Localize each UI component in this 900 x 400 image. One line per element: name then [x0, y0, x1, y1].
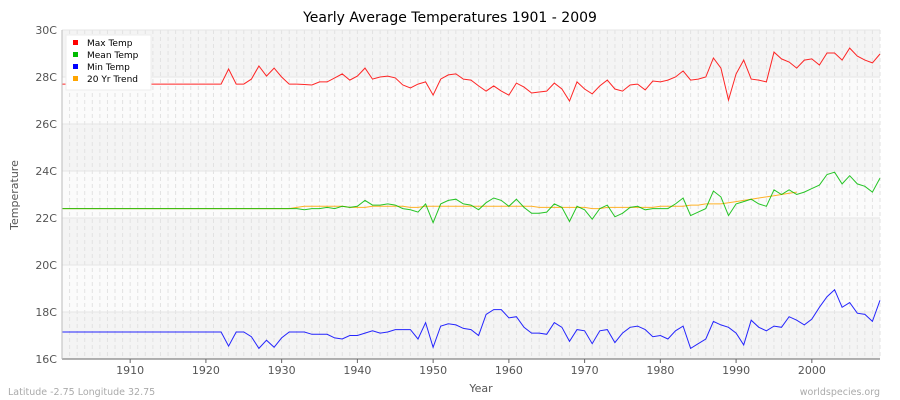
y-tick-label: 16C: [35, 353, 57, 366]
y-tick-label: 22C: [35, 212, 57, 225]
legend-swatch: [73, 52, 78, 57]
series-line-min-temp: [62, 288, 881, 350]
x-tick-label: 1930: [268, 364, 296, 377]
footer-source: worldspecies.org: [800, 387, 880, 398]
footer-location: Latitude -2.75 Longitude 32.75: [8, 387, 155, 398]
y-tick-label: 18C: [35, 306, 57, 319]
x-tick-label: 1970: [571, 364, 599, 377]
x-tick-label: 1950: [419, 364, 447, 377]
series-line-max-temp: [62, 47, 881, 103]
x-tick-label: 1940: [343, 364, 371, 377]
y-tick-label: 24C: [35, 165, 57, 178]
legend-label: 20 Yr Trend: [87, 75, 138, 85]
x-tick-label: 1910: [116, 364, 144, 377]
legend: Max Temp Mean Temp Min Temp 20 Yr Trend: [65, 34, 152, 91]
legend-swatch: [73, 40, 78, 45]
x-tick-label: 1960: [495, 364, 523, 377]
legend-swatch: [73, 76, 78, 81]
legend-label: Mean Temp: [87, 51, 139, 61]
x-tick-label: 2000: [798, 364, 826, 377]
legend-label: Max Temp: [87, 39, 133, 49]
series-line-mean-temp: [62, 171, 881, 225]
x-tick-label: 1980: [646, 364, 674, 377]
chart-title: Yearly Average Temperatures 1901 - 2009: [302, 10, 597, 26]
legend-label: Min Temp: [87, 63, 130, 73]
legend-swatch: [73, 64, 78, 69]
y-tick-label: 28C: [35, 71, 57, 84]
y-tick-label: 26C: [35, 118, 57, 131]
x-axis-label: Year: [468, 382, 493, 395]
legend-box: [65, 34, 152, 91]
y-tick-label: 20C: [35, 259, 57, 272]
x-tick-label: 1990: [722, 364, 750, 377]
x-tick-label: 1920: [192, 364, 220, 377]
y-tick-label: 30C: [35, 24, 57, 37]
y-axis-label: Temperature: [8, 160, 21, 231]
